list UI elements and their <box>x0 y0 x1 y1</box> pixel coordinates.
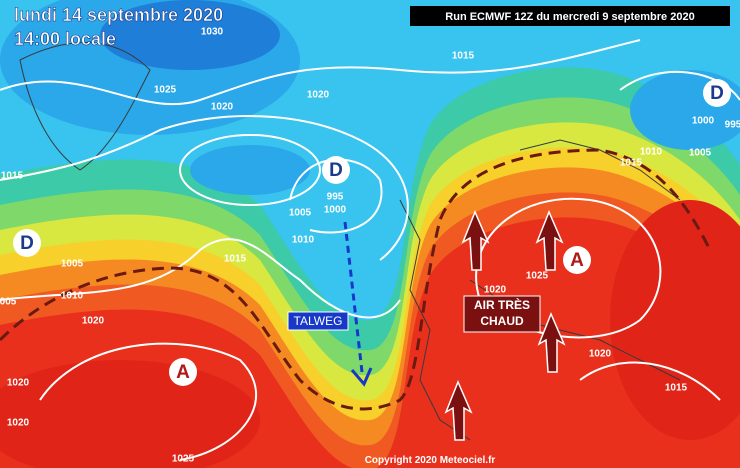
isobar-label: 005 <box>0 297 17 308</box>
map-date: lundi 14 septembre 2020 <box>14 5 223 25</box>
low-center: D <box>20 233 34 254</box>
trough-label: TALWEG <box>294 314 343 328</box>
isobar-label: 1020 <box>211 102 234 113</box>
isobar-label: 995 <box>327 192 344 203</box>
high-center: A <box>176 362 190 383</box>
isobar-label: 1010 <box>292 235 315 246</box>
isobar-label: 1020 <box>7 378 30 389</box>
warm-air-label: CHAUD <box>480 314 524 328</box>
run-info: Run ECMWF 12Z du mercredi 9 septembre 20… <box>445 11 694 23</box>
isobar-labels: 1030 1015 1025 1020 1020 1000 995 1010 1… <box>0 27 740 465</box>
isobar-label: 1015 <box>620 158 643 169</box>
isobar-label: 1005 <box>61 259 84 270</box>
isobar-label: 1000 <box>324 205 347 216</box>
map-time: 14:00 locale <box>14 29 116 49</box>
isobar-label: 1025 <box>172 454 195 465</box>
isobar-label: 1020 <box>7 418 30 429</box>
isobar-label: 1025 <box>154 85 177 96</box>
isobar-label: 1020 <box>484 285 507 296</box>
trough-line <box>0 148 712 411</box>
pressure-systems: D D D A A <box>13 79 731 386</box>
isobar-label: 1015 <box>224 254 247 265</box>
trough-arrow <box>343 221 373 387</box>
isobar-label: 1020 <box>82 316 105 327</box>
isobar-label: 1015 <box>665 383 688 394</box>
isobar-label: 995 <box>725 120 740 131</box>
isobar-label: 1000 <box>692 116 715 127</box>
isobar-label: 1030 <box>201 27 224 38</box>
isobar-label: 1015 <box>1 171 24 182</box>
run-box <box>410 6 730 26</box>
isobars <box>0 39 740 461</box>
isobar-label: 1010 <box>61 291 84 302</box>
isobar-label: 1005 <box>689 148 712 159</box>
copyright: Copyright 2020 Meteociel.fr <box>365 455 496 466</box>
warm-air-label-box: AIR TRÈS CHAUD <box>463 295 541 333</box>
low-center: D <box>710 83 724 104</box>
isobar-label: 1005 <box>289 208 312 219</box>
warm-air-label: AIR TRÈS <box>474 297 530 312</box>
isobar-label: 1015 <box>452 51 475 62</box>
warm-arrows <box>444 210 566 441</box>
low-center: D <box>329 160 343 181</box>
isobar-label: 1020 <box>589 349 612 360</box>
high-center: A <box>570 250 584 271</box>
isobar-label: 1020 <box>307 90 330 101</box>
trough-label-box: TALWEG <box>287 311 349 331</box>
isobar-label: 1010 <box>640 147 663 158</box>
isobar-label: 1025 <box>526 271 549 282</box>
